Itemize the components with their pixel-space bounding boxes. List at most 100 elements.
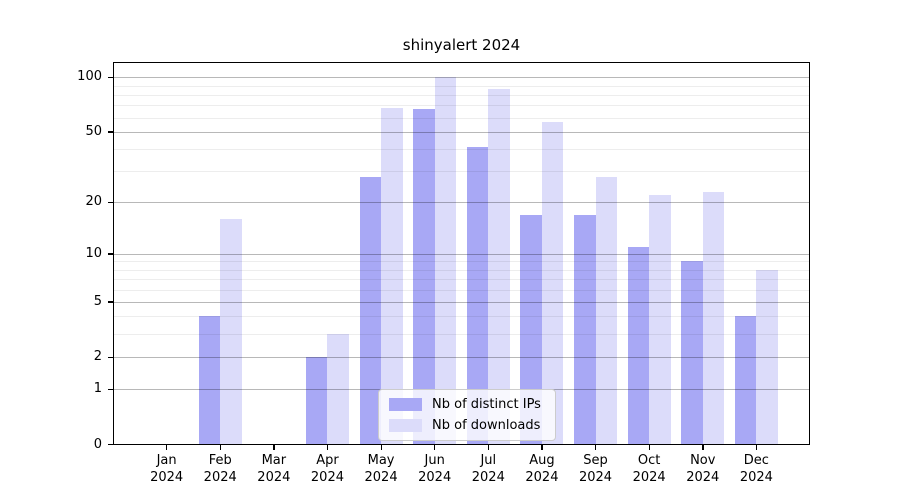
legend: Nb of distinct IPs Nb of downloads bbox=[378, 389, 556, 441]
bar-nb-of-distinct-ips-apr bbox=[306, 357, 328, 445]
y-tick-label-0: 0 bbox=[93, 436, 102, 452]
y-tick-100 bbox=[108, 76, 113, 79]
y-tick-1 bbox=[108, 388, 113, 391]
bar-nb-of-downloads-nov bbox=[702, 191, 725, 445]
gridline-minor-4 bbox=[113, 316, 810, 318]
x-tick-jun bbox=[434, 444, 436, 450]
bar-nb-of-downloads-jun bbox=[434, 77, 457, 445]
x-tick-label-jun: Jun 2024 bbox=[395, 452, 475, 486]
gridline-minor-30 bbox=[113, 171, 810, 173]
y-tick-20 bbox=[108, 201, 113, 204]
y-tick-10 bbox=[108, 253, 113, 255]
x-tick-sep bbox=[595, 444, 597, 450]
y-tick-label-2: 2 bbox=[93, 349, 102, 365]
gridline-major-100 bbox=[113, 77, 810, 79]
bar-nb-of-distinct-ips-may bbox=[359, 176, 382, 445]
x-tick-year-sep: 2024 bbox=[578, 469, 613, 485]
bar-nb-of-distinct-ips-jun bbox=[413, 108, 435, 445]
legend-swatch-nb-of-distinct-ips bbox=[389, 398, 422, 411]
gridline-major-50 bbox=[113, 131, 810, 133]
x-tick-aug bbox=[541, 444, 543, 450]
x-tick-year-may: 2024 bbox=[364, 469, 398, 485]
x-tick-month-may: May bbox=[367, 452, 395, 468]
y-tick-label-10: 10 bbox=[85, 245, 102, 261]
x-tick-jan bbox=[166, 444, 168, 450]
gridline-minor-6 bbox=[113, 289, 810, 291]
x-tick-mar bbox=[273, 444, 275, 450]
x-tick-month-jan: Jan bbox=[156, 452, 177, 468]
gridline-major-5 bbox=[113, 301, 810, 303]
x-tick-year-jan: 2024 bbox=[150, 469, 184, 485]
x-tick-label-feb: Feb 2024 bbox=[180, 452, 260, 486]
gridline-major-10 bbox=[113, 253, 810, 255]
x-tick-may bbox=[380, 444, 382, 450]
y-tick-label-50: 50 bbox=[85, 123, 102, 139]
gridline-major-2 bbox=[113, 357, 810, 359]
x-tick-label-mar: Mar 2024 bbox=[234, 452, 314, 486]
x-tick-month-apr: Apr bbox=[316, 452, 339, 468]
y-tick-label-20: 20 bbox=[85, 194, 102, 210]
x-tick-label-apr: Apr 2024 bbox=[287, 452, 367, 486]
x-tick-label-sep: Sep 2024 bbox=[556, 452, 636, 486]
y-tick-0 bbox=[108, 444, 113, 446]
x-tick-year-aug: 2024 bbox=[525, 469, 559, 485]
y-tick-label-100: 100 bbox=[77, 69, 102, 85]
y-tick-5 bbox=[108, 301, 113, 303]
x-tick-month-mar: Mar bbox=[261, 452, 287, 468]
bar-nb-of-downloads-aug bbox=[541, 121, 564, 445]
bar-nb-of-distinct-ips-aug bbox=[520, 214, 542, 445]
gridline-minor-40 bbox=[113, 149, 810, 151]
x-tick-apr bbox=[326, 444, 329, 450]
legend-label-nb-of-downloads: Nb of downloads bbox=[432, 418, 541, 433]
gridline-minor-7 bbox=[113, 279, 810, 281]
gridline-minor-8 bbox=[113, 269, 810, 271]
x-tick-month-jun: Jun bbox=[424, 452, 445, 468]
x-tick-year-nov: 2024 bbox=[686, 469, 720, 485]
y-tick-50 bbox=[108, 131, 113, 133]
x-tick-nov bbox=[702, 444, 704, 450]
gridline-minor-3 bbox=[113, 334, 810, 336]
x-tick-label-oct: Oct 2024 bbox=[609, 452, 689, 486]
x-tick-jul bbox=[487, 444, 490, 450]
y-tick-label-5: 5 bbox=[93, 293, 102, 309]
bar-nb-of-distinct-ips-jul bbox=[466, 147, 489, 445]
y-tick-label-1: 1 bbox=[93, 381, 102, 397]
gridline-minor-70 bbox=[113, 105, 810, 107]
gridline-minor-60 bbox=[113, 117, 810, 119]
x-tick-month-aug: Aug bbox=[529, 452, 555, 468]
x-tick-year-feb: 2024 bbox=[203, 469, 237, 485]
legend-item-nb-of-downloads: Nb of downloads bbox=[389, 418, 541, 433]
x-tick-label-jan: Jan 2024 bbox=[127, 452, 207, 486]
bar-nb-of-distinct-ips-oct bbox=[627, 246, 650, 445]
y-tick-2 bbox=[108, 356, 113, 358]
gridline-major-20 bbox=[113, 202, 810, 204]
bar-nb-of-downloads-may bbox=[381, 107, 403, 445]
x-tick-month-sep: Sep bbox=[583, 452, 608, 468]
x-tick-month-feb: Feb bbox=[208, 452, 232, 468]
bar-nb-of-distinct-ips-dec bbox=[734, 316, 757, 445]
x-tick-year-jun: 2024 bbox=[418, 469, 452, 485]
x-tick-feb bbox=[219, 444, 222, 450]
x-tick-month-jul: Jul bbox=[480, 452, 497, 468]
x-tick-label-dec: Dec 2024 bbox=[716, 452, 796, 486]
legend-item-nb-of-distinct-ips: Nb of distinct IPs bbox=[389, 397, 541, 412]
x-tick-label-aug: Aug 2024 bbox=[502, 452, 582, 486]
gridline-minor-9 bbox=[113, 261, 810, 263]
bar-nb-of-distinct-ips-nov bbox=[681, 261, 703, 445]
x-tick-year-oct: 2024 bbox=[632, 469, 666, 485]
gridline-minor-80 bbox=[113, 94, 810, 96]
x-tick-year-mar: 2024 bbox=[257, 469, 291, 485]
x-tick-month-dec: Dec bbox=[743, 452, 769, 468]
bar-nb-of-distinct-ips-sep bbox=[574, 214, 596, 445]
x-tick-year-apr: 2024 bbox=[310, 469, 344, 485]
x-tick-label-may: May 2024 bbox=[341, 452, 421, 486]
legend-swatch-nb-of-downloads bbox=[389, 419, 422, 432]
x-tick-oct bbox=[648, 444, 650, 450]
bar-nb-of-downloads-apr bbox=[327, 334, 349, 445]
bar-nb-of-distinct-ips-feb bbox=[198, 316, 221, 445]
x-tick-label-jul: Jul 2024 bbox=[448, 452, 528, 486]
bar-nb-of-downloads-feb bbox=[220, 219, 242, 445]
chart-title: shinyalert 2024 bbox=[402, 36, 521, 54]
x-tick-year-dec: 2024 bbox=[739, 469, 773, 485]
